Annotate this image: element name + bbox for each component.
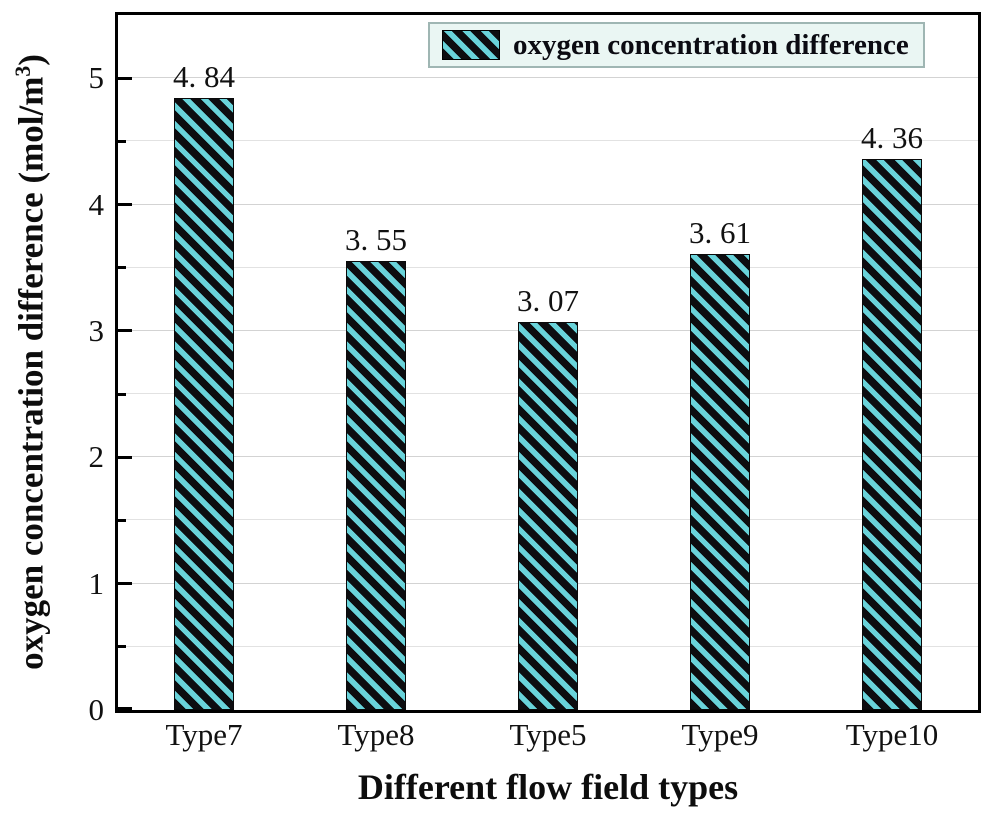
y-axis-tick-labels: 0 1 2 3 4 5 xyxy=(0,15,105,725)
y-axis-tick xyxy=(118,76,132,80)
y-tick-label: 2 xyxy=(88,439,105,475)
x-tick-label: Type5 xyxy=(509,717,587,752)
y-tick-label: 1 xyxy=(88,565,105,601)
x-axis-title: Different flow field types xyxy=(357,767,739,807)
bar-value-label: 4. 36 xyxy=(861,120,923,156)
y-axis-tick xyxy=(118,203,132,207)
y-axis-tick xyxy=(118,392,126,396)
y-axis-tick xyxy=(118,266,126,270)
y-tick-label: 3 xyxy=(88,312,105,348)
bar-type8 xyxy=(346,261,406,710)
x-tick-label: Type10 xyxy=(845,717,939,752)
y-axis-title-text: oxygen concentration difference (mol/m xyxy=(11,76,51,670)
bar-type10 xyxy=(862,159,922,710)
x-tick-label: Type9 xyxy=(681,717,759,752)
gridline xyxy=(118,140,978,142)
y-tick-label: 0 xyxy=(88,691,105,727)
bar-type7 xyxy=(174,98,234,710)
y-axis-tick xyxy=(118,582,132,586)
x-tick-label: Type7 xyxy=(165,717,243,752)
y-axis-title-close: ) xyxy=(11,54,51,66)
y-axis-tick xyxy=(118,645,126,649)
legend: oxygen concentration difference xyxy=(428,22,925,68)
y-axis-title-superscript: 3 xyxy=(10,65,35,77)
y-tick-label: 4 xyxy=(88,186,105,222)
bar-value-label: 3. 61 xyxy=(689,214,751,250)
legend-label: oxygen concentration difference xyxy=(513,28,909,61)
gridline xyxy=(118,203,978,205)
y-tick-label: 5 xyxy=(88,60,105,96)
x-tick-label: Type8 xyxy=(337,717,415,752)
plot-area: oxygen concentration difference 4. 84 3. … xyxy=(115,12,981,713)
y-axis-tick xyxy=(118,455,132,459)
legend-hatch-swatch-icon xyxy=(442,30,500,60)
y-axis-title: oxygen concentration difference (mol/m3) xyxy=(10,54,51,670)
gridline xyxy=(118,266,978,268)
bar-value-label: 3. 55 xyxy=(345,222,407,258)
bar-type5 xyxy=(518,322,578,710)
bar-type9 xyxy=(690,253,750,710)
x-axis-tick-labels: Type7 Type8 Type5 Type9 Type10 xyxy=(118,719,978,759)
y-axis-tick xyxy=(118,518,126,522)
bar-value-label: 4. 84 xyxy=(173,59,235,95)
bar-value-label: 3. 07 xyxy=(517,283,579,319)
y-axis-tick xyxy=(118,139,126,143)
y-axis-tick xyxy=(118,329,132,333)
y-axis-tick xyxy=(118,707,132,710)
gridline xyxy=(118,77,978,79)
